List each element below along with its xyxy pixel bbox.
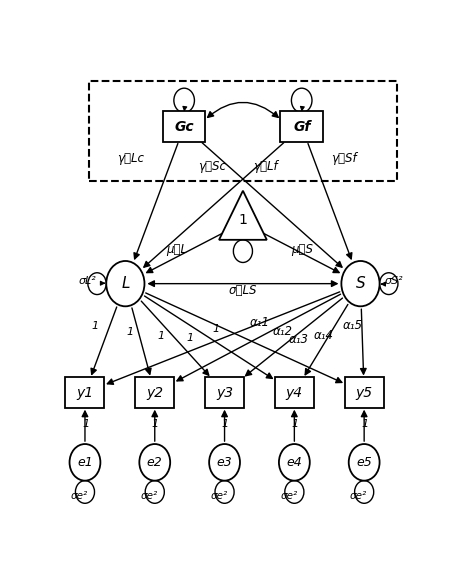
Text: α₁2: α₁2: [273, 325, 292, 338]
FancyBboxPatch shape: [281, 112, 323, 142]
Text: e4: e4: [286, 456, 302, 469]
Text: μⲜS: μⲜS: [291, 243, 313, 256]
Text: e3: e3: [217, 456, 232, 469]
Text: α₁4: α₁4: [314, 329, 334, 342]
Text: y5: y5: [356, 385, 373, 400]
Text: e5: e5: [356, 456, 372, 469]
FancyBboxPatch shape: [275, 377, 314, 408]
Text: Gf: Gf: [293, 120, 310, 134]
Circle shape: [106, 261, 145, 306]
Text: α₁3: α₁3: [289, 332, 309, 345]
Text: σe²: σe²: [210, 491, 228, 501]
Text: σe²: σe²: [141, 491, 158, 501]
Text: L: L: [121, 276, 129, 291]
Text: γⲜLf: γⲜLf: [253, 160, 277, 173]
FancyBboxPatch shape: [135, 377, 174, 408]
Circle shape: [70, 444, 100, 481]
Text: σS²: σS²: [385, 276, 403, 286]
Text: 1: 1: [292, 419, 299, 429]
Text: α₁5: α₁5: [343, 319, 363, 332]
Text: σe²: σe²: [71, 491, 88, 501]
Text: S: S: [356, 276, 365, 291]
Text: 1: 1: [361, 419, 368, 429]
Text: y4: y4: [286, 385, 303, 400]
Circle shape: [139, 444, 170, 481]
Text: 1: 1: [213, 324, 220, 335]
Text: y3: y3: [216, 385, 233, 400]
Text: σe²: σe²: [350, 491, 367, 501]
FancyBboxPatch shape: [163, 112, 205, 142]
Text: 1: 1: [82, 419, 89, 429]
Text: γⲜSc: γⲜSc: [198, 160, 226, 173]
FancyBboxPatch shape: [345, 377, 383, 408]
Text: y2: y2: [146, 385, 164, 400]
Circle shape: [341, 261, 380, 306]
Circle shape: [279, 444, 310, 481]
Text: σL²: σL²: [78, 276, 96, 286]
FancyBboxPatch shape: [65, 377, 104, 408]
Text: μⲜL: μⲜL: [166, 243, 187, 256]
Text: 1: 1: [186, 333, 193, 342]
FancyBboxPatch shape: [205, 377, 244, 408]
Polygon shape: [219, 191, 267, 240]
Text: 1: 1: [91, 321, 99, 331]
Text: e1: e1: [77, 456, 93, 469]
Text: α₁1: α₁1: [249, 316, 269, 329]
Circle shape: [209, 444, 240, 481]
Text: 1: 1: [238, 213, 247, 228]
Text: e2: e2: [147, 456, 163, 469]
Text: Gc: Gc: [174, 120, 194, 134]
Text: y1: y1: [76, 385, 93, 400]
Text: γⲜSf: γⲜSf: [331, 152, 357, 165]
Text: 1: 1: [158, 331, 165, 341]
Text: 1: 1: [222, 419, 229, 429]
Text: γⲜLc: γⲜLc: [118, 152, 145, 165]
Circle shape: [349, 444, 380, 481]
Text: 1: 1: [152, 419, 159, 429]
Text: σe²: σe²: [280, 491, 297, 501]
Text: σⲜLS: σⲜLS: [228, 284, 257, 297]
Text: 1: 1: [126, 327, 133, 337]
